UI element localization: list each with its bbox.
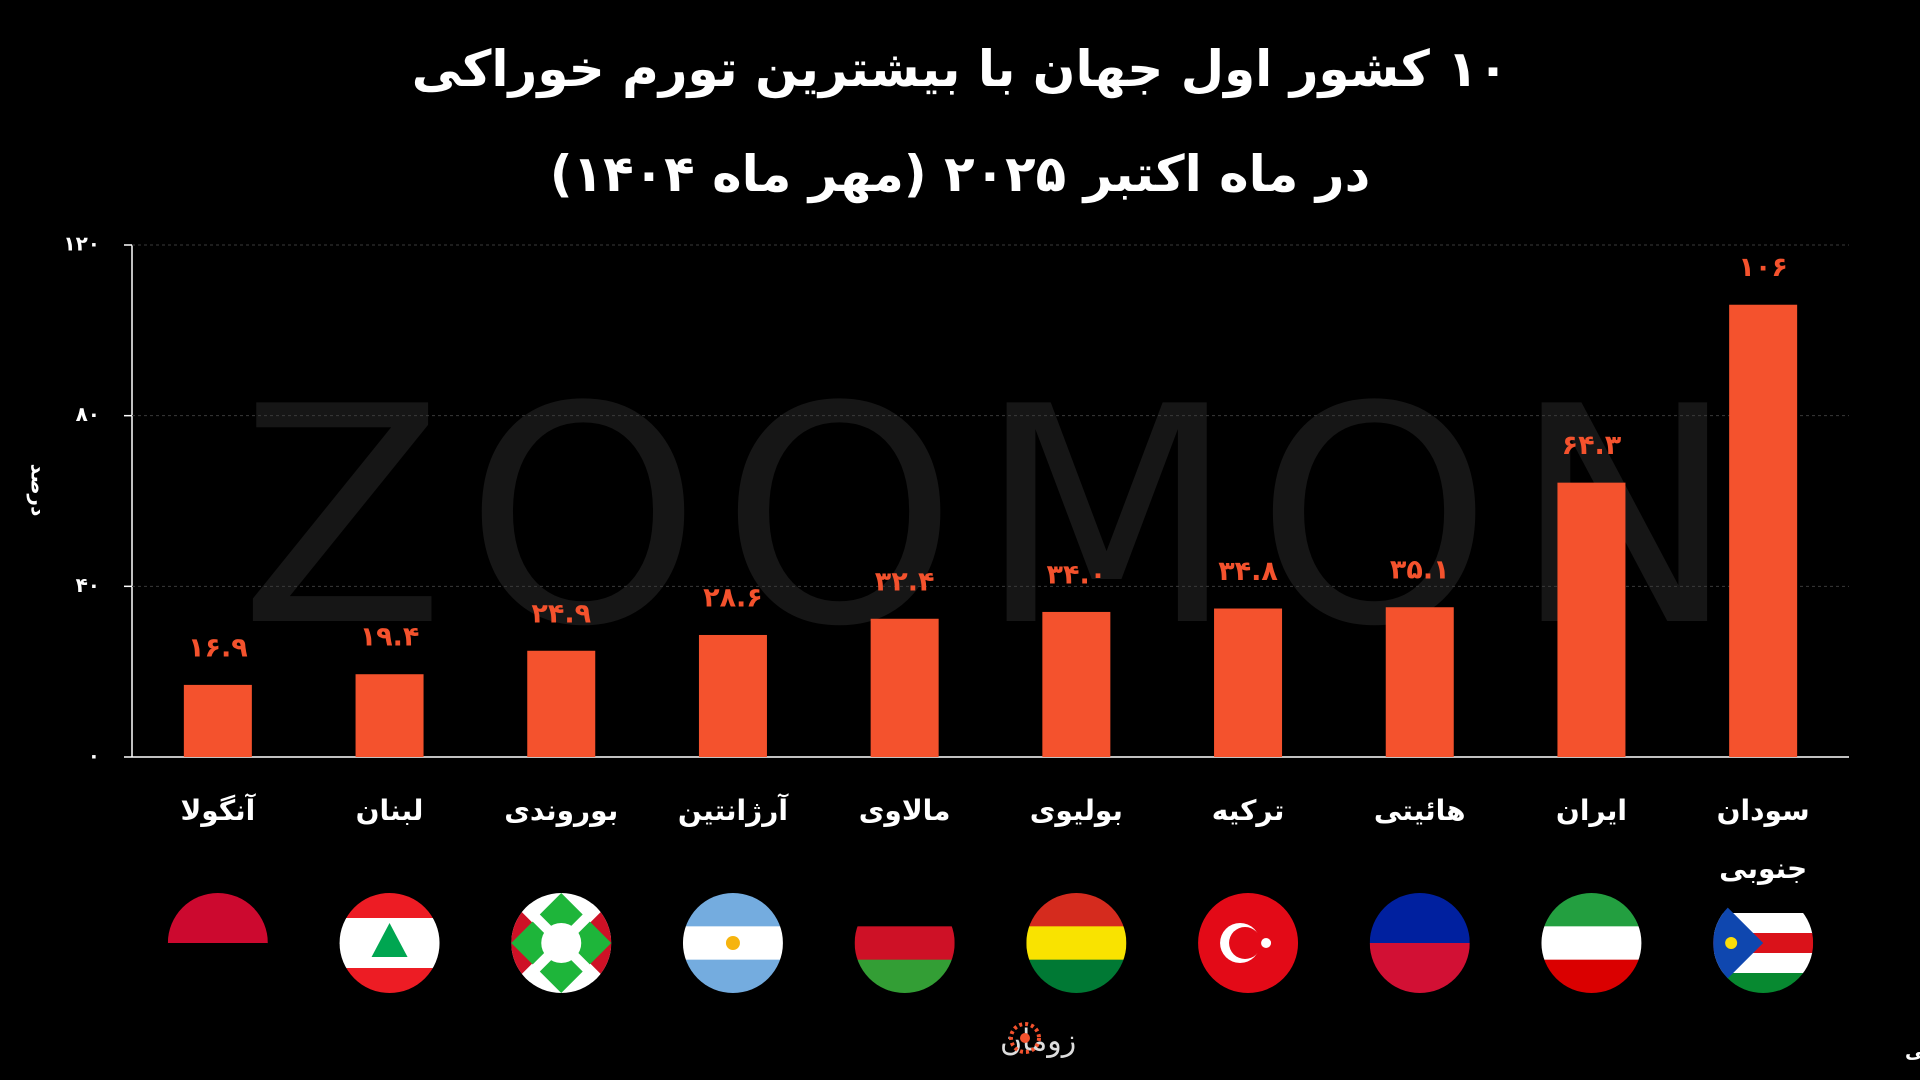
flag-part [371,923,408,957]
source-note: منبع داده: بانک جهانی [1905,1041,1920,1063]
bar [1729,304,1798,757]
flag-stripe [682,893,783,927]
flag-body [167,893,268,993]
logo: زومان [1000,1024,1076,1059]
value-label: ۱۶.۹ [188,632,248,663]
y-axis-label: درصد [27,464,51,517]
flag [1713,893,1814,993]
flag-part [1261,938,1272,948]
bar [1042,611,1111,757]
flag-body [511,893,612,993]
flag-body [1026,893,1127,993]
flag [167,893,268,993]
flag [1541,893,1642,993]
flag-body [339,893,440,993]
watermark: ZOOMON [239,343,1756,692]
flag-part [725,936,740,950]
bar [1557,482,1626,757]
value-label: ۳۴.۸ [1218,556,1278,587]
flag-part [541,923,582,963]
flag-stripe [682,959,783,993]
flag-stripe [854,959,955,993]
bar [355,674,424,757]
flag [1198,893,1299,993]
flag-part [1713,893,1764,993]
flag-body [682,893,783,993]
flag-stripe [1026,893,1127,927]
value-label: ۳۲.۴ [875,566,935,597]
x-tick-label: ایران [1555,794,1627,827]
flag-body [854,893,955,993]
flag-stripe [1026,959,1127,993]
flag-part [1229,927,1262,959]
chart-title: ۱۰ کشور اول جهان با بیشترین تورم خوراکی [411,40,1509,98]
y-tick-label: ۸۰ [76,402,100,426]
flag-stripe [854,893,955,927]
flag-stripe [1541,893,1642,927]
chart-subtitle: در ماه اکتبر ۲۰۲۵ (مهر ماه ۱۴۰۴) [549,145,1371,203]
flag-body [1198,893,1299,993]
flag [1026,893,1127,993]
value-label: ۶۴.۳ [1562,430,1622,461]
bar [1385,607,1454,757]
flag-stripe [1026,926,1127,961]
bar [183,684,252,757]
flag [1369,893,1470,993]
flag-stripe [1541,959,1642,993]
flag-body [1541,893,1642,993]
flag [854,893,955,993]
flag-stripe [1369,943,1470,993]
x-tick-label: آرژانتین [677,794,788,827]
flag-stripe [854,926,955,961]
value-label: ۲۴.۹ [531,598,591,629]
flag-body [1713,893,1814,993]
bar [698,634,767,757]
x-tick-label: مالاوی [858,794,951,827]
x-tick-label: ترکیه [1211,794,1285,827]
x-tick-label: سودان جنوبی [1716,794,1810,885]
logo-icon [1009,1022,1041,1054]
flag-body [1369,893,1470,993]
bar [870,618,939,757]
flag-stripe [1369,893,1470,944]
flag-stripe [339,893,440,919]
value-label: ۳۴.۰ [1046,559,1106,590]
flag-part [1725,937,1738,949]
y-tick-label: ۴۰ [76,573,100,597]
x-tick-label: بوروندی [504,794,619,827]
y-tick-label: ۰ [88,744,100,768]
value-label: ۱۰۶ [1738,252,1787,283]
flag-stripe [1541,926,1642,961]
x-tick-label: لبنان [355,794,424,827]
flag [511,893,612,993]
bar [1214,608,1283,757]
flag [682,893,783,993]
flag-stripe [339,968,440,993]
value-label: ۳۵.۱ [1390,555,1450,586]
x-tick-label: هائیتی [1373,794,1466,827]
y-tick-label: ۱۲۰ [63,232,100,256]
flag-stripe [167,893,268,944]
flag-stripe [167,943,268,993]
x-tick-label: بولیوی [1029,794,1123,827]
flag [339,893,440,993]
value-label: ۱۹.۴ [360,622,420,653]
bar [527,650,596,757]
value-label: ۲۸.۶ [703,582,763,613]
x-tick-label: آنگولا [180,794,256,827]
